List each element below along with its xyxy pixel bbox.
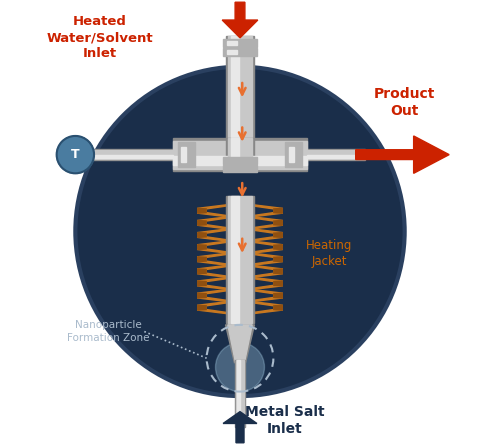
Bar [227, 41, 237, 45]
Text: Heating
Jacket: Heating Jacket [306, 239, 352, 268]
Bar [89, 150, 173, 159]
Bar [227, 50, 237, 54]
Text: Heated
Water/Solvent
Inlet: Heated Water/Solvent Inlet [47, 15, 153, 61]
Bar [228, 196, 252, 323]
Bar [226, 36, 254, 169]
Bar [289, 147, 294, 162]
Bar [223, 157, 257, 164]
Polygon shape [274, 269, 282, 274]
Polygon shape [228, 325, 252, 363]
Bar [173, 156, 307, 165]
Bar [307, 149, 365, 160]
Polygon shape [226, 325, 254, 363]
Bar [223, 48, 257, 56]
Polygon shape [274, 293, 282, 298]
Bar [181, 147, 186, 162]
Polygon shape [274, 208, 282, 213]
Polygon shape [244, 217, 282, 229]
Polygon shape [244, 205, 282, 217]
Polygon shape [244, 241, 282, 253]
Bar [226, 138, 254, 171]
Bar [231, 138, 239, 171]
Bar [286, 142, 302, 167]
Polygon shape [274, 281, 282, 286]
Polygon shape [198, 290, 236, 302]
Polygon shape [198, 277, 236, 290]
Polygon shape [244, 229, 282, 241]
Bar [89, 155, 173, 158]
Circle shape [216, 343, 264, 392]
Polygon shape [274, 257, 282, 262]
Polygon shape [198, 241, 236, 253]
Text: Nanoparticle
Formation Zone: Nanoparticle Formation Zone [68, 320, 150, 343]
Polygon shape [222, 2, 258, 38]
Polygon shape [198, 220, 206, 225]
Polygon shape [198, 245, 206, 250]
Polygon shape [274, 220, 282, 225]
Bar [235, 360, 245, 427]
Polygon shape [244, 265, 282, 277]
Polygon shape [274, 233, 282, 238]
Text: Metal Salt
Inlet: Metal Salt Inlet [245, 405, 324, 436]
Polygon shape [356, 136, 449, 174]
Polygon shape [198, 233, 206, 238]
Bar [231, 36, 239, 169]
Bar [228, 138, 252, 171]
Polygon shape [198, 265, 236, 277]
Bar [307, 150, 365, 159]
Bar [223, 39, 257, 47]
Polygon shape [198, 229, 236, 241]
Bar [89, 149, 173, 160]
Polygon shape [274, 245, 282, 250]
Bar [307, 155, 365, 158]
Polygon shape [244, 302, 282, 314]
Polygon shape [198, 253, 236, 265]
Polygon shape [198, 208, 206, 213]
Bar [228, 36, 252, 169]
Polygon shape [244, 277, 282, 290]
Text: T: T [71, 148, 80, 161]
Bar [223, 165, 257, 172]
Polygon shape [198, 281, 206, 286]
Polygon shape [244, 290, 282, 302]
Bar [173, 141, 307, 169]
Text: Product
Out: Product Out [374, 87, 435, 118]
Polygon shape [244, 253, 282, 265]
Polygon shape [198, 302, 236, 314]
Polygon shape [198, 293, 206, 298]
Bar [178, 142, 194, 167]
Bar [236, 360, 244, 427]
Polygon shape [223, 412, 257, 443]
Circle shape [57, 136, 94, 174]
Bar [237, 360, 240, 427]
Polygon shape [198, 217, 236, 229]
Bar [231, 196, 239, 323]
Circle shape [75, 67, 405, 396]
Bar [226, 196, 254, 323]
Polygon shape [198, 269, 206, 274]
Polygon shape [198, 305, 206, 310]
Bar [173, 138, 307, 171]
Polygon shape [198, 205, 236, 217]
Polygon shape [274, 305, 282, 310]
Polygon shape [198, 257, 206, 262]
